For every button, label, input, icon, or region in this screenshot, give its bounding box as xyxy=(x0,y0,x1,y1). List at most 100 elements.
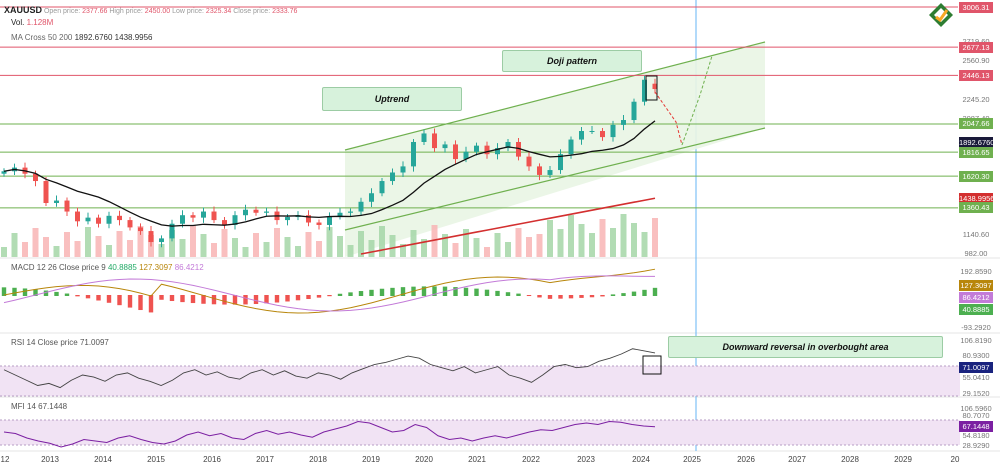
macd-histogram-bar xyxy=(148,295,154,313)
macd-histogram-bar xyxy=(421,286,427,296)
price-level-tag: 2047.66 xyxy=(959,118,993,130)
macd-signal-line xyxy=(3,275,656,312)
macd-histogram-bar xyxy=(43,290,49,296)
price-level-tag: 1360.43 xyxy=(959,202,993,214)
volume-bar xyxy=(452,243,459,257)
volume-bar xyxy=(326,227,333,257)
macd-histogram-bar xyxy=(54,291,59,296)
volume-bar xyxy=(53,246,60,257)
macd-legend-v1: 40.8885 xyxy=(107,263,137,272)
mfi-legend-value: 67.1448 xyxy=(38,402,68,411)
macd-histogram-bar xyxy=(526,295,532,297)
price-level-tag: 2677.13 xyxy=(959,41,993,53)
x-axis-year-label: 2028 xyxy=(841,455,859,464)
macd-histogram-bar xyxy=(621,293,626,296)
ma50-line xyxy=(3,120,656,227)
chart-header: XAUUSD Open price: 2377.66 High price: 2… xyxy=(4,5,297,15)
volume-bar xyxy=(305,232,312,257)
macd-histogram-bar xyxy=(474,288,479,296)
x-axis-year-label: 12 xyxy=(0,455,10,464)
macd-histogram-bar xyxy=(274,295,280,303)
volume-bar xyxy=(137,226,144,257)
macd-histogram-bar xyxy=(610,294,616,296)
volume-bar xyxy=(106,245,112,257)
macd-histogram-bar xyxy=(85,295,91,299)
candle-body xyxy=(631,101,637,121)
x-axis-year-label: 2026 xyxy=(737,455,755,464)
volume-bar xyxy=(95,236,102,257)
macd-histogram-bar xyxy=(306,295,311,300)
volume-bar xyxy=(431,225,438,257)
candle-body xyxy=(180,215,185,224)
macd-histogram-bar xyxy=(22,288,28,296)
candle-body xyxy=(516,141,521,157)
macd-legend-v2: 127.3097 xyxy=(139,263,173,272)
volume-bar xyxy=(74,241,81,257)
macd-histogram-bar xyxy=(253,295,259,305)
x-axis-year-label: 2025 xyxy=(683,455,701,464)
x-axis-year-label: 2017 xyxy=(256,455,274,464)
macd-histogram-bar xyxy=(1,287,7,296)
mfi-tick: 54.8180 xyxy=(962,431,990,440)
x-axis-year-label: 2024 xyxy=(632,455,650,464)
volume-bar xyxy=(274,228,280,257)
open-value: 2377.66 xyxy=(82,8,108,15)
high-label: High price: xyxy=(109,8,143,15)
x-axis-year-label: 2016 xyxy=(203,455,221,464)
candle-body xyxy=(54,200,59,203)
macd-histogram-bar xyxy=(484,289,490,296)
volume-row: Vol. 1.128M xyxy=(11,18,53,27)
candle-body xyxy=(474,145,479,152)
vol-label: Vol. xyxy=(11,18,25,27)
macd-histogram-bar xyxy=(106,295,112,303)
macd-histogram-bar xyxy=(295,295,301,301)
macd-histogram-bar xyxy=(169,295,175,302)
macd-tick: 192.8590 xyxy=(960,267,992,276)
rsi-tick: 29.1520 xyxy=(962,389,990,398)
volume-bar xyxy=(473,238,480,257)
volume-bar xyxy=(284,237,291,257)
ma50-value-tag: 1892.6760 xyxy=(959,137,995,149)
reversal-callout: Downward reversal in overbought area xyxy=(668,336,943,358)
candle-body xyxy=(495,148,500,155)
price-tick: 982.00 xyxy=(964,249,988,258)
candle-body xyxy=(379,181,385,194)
low-label: Low price: xyxy=(172,8,204,15)
price-level-tag: 1816.65 xyxy=(959,146,993,158)
macd-histogram-bar xyxy=(285,295,290,302)
x-axis-year-label: 2027 xyxy=(788,455,806,464)
volume-bar xyxy=(536,234,543,257)
low-value: 2325.34 xyxy=(205,8,232,15)
ma-row: MA Cross 50 200 1892.6760 1438.9956 xyxy=(11,33,153,42)
candle-body xyxy=(211,211,217,221)
volume-bar xyxy=(631,223,637,257)
candle-body xyxy=(463,151,469,160)
candle-body xyxy=(253,209,259,213)
candle-body xyxy=(106,215,112,224)
volume-bar xyxy=(1,247,7,257)
candle-body xyxy=(232,215,238,225)
volume-bar xyxy=(494,233,501,257)
candle-body xyxy=(505,141,511,149)
mfi-tick: 106.5960 xyxy=(960,404,992,413)
candle-body xyxy=(411,141,416,167)
price-level-tag: 2446.13 xyxy=(959,69,993,81)
macd-legend: MACD 12 26 Close price 9 40.8885 127.309… xyxy=(11,263,204,272)
volume-bar xyxy=(400,244,406,257)
mfi-value-tag: 67.1448 xyxy=(959,420,993,432)
macd-histogram-bar xyxy=(558,295,563,299)
price-tick: 2719.60 xyxy=(958,37,994,46)
candle-body xyxy=(579,131,584,140)
ma200-line xyxy=(360,197,656,255)
macd-histogram-bar xyxy=(432,286,437,296)
x-axis-year-label: 2015 xyxy=(147,455,165,464)
candle-body xyxy=(558,154,563,171)
candle-body xyxy=(43,181,49,203)
brand-logo-icon xyxy=(929,3,953,27)
price-level-tag: 1620.30 xyxy=(959,170,993,182)
macd-value-tag: 86.4212 xyxy=(959,291,993,303)
candle-body xyxy=(201,211,206,218)
rsi-highlight-box xyxy=(642,355,662,375)
candle-body xyxy=(432,133,437,149)
price-tick: 1140.60 xyxy=(962,229,990,239)
